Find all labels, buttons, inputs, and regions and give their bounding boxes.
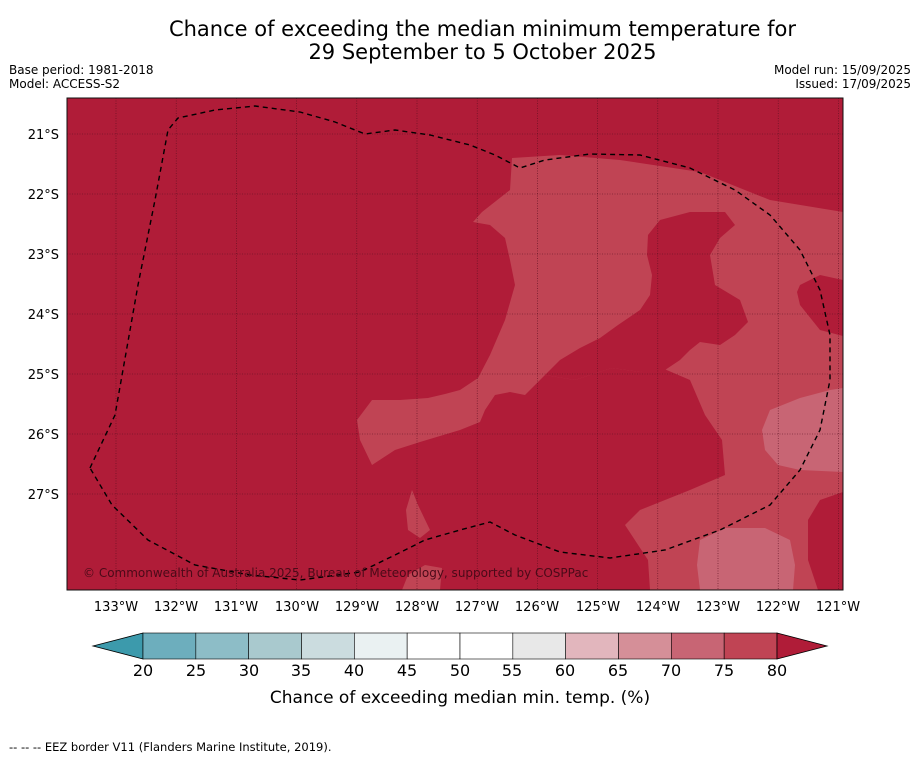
colorbar-extend-low [91,632,144,660]
lon-tick-label: 130°W [275,600,319,615]
colorbar-segment [459,632,514,660]
region-70-75-south [697,528,795,590]
colorbar [91,632,829,660]
colorbar-segment [142,632,197,660]
model-name: Model: ACCESS-S2 [9,77,121,91]
model-run: Model run: 15/09/2025 [773,63,911,77]
colorbar-tick-label: 25 [186,661,206,680]
lat-tick-label: 21°S [28,128,59,143]
colorbar-segment [618,632,672,660]
region-above-80-se-patch [808,492,843,590]
map-plot-area [67,98,843,590]
lon-axis: 133°W 132°W 131°W 130°W 129°W 128°W 127°… [94,600,860,615]
lon-tick-label: 127°W [455,600,499,615]
base-period: Base period: 1981-2018 [9,63,154,77]
lon-tick-label: 132°W [154,600,198,615]
colorbar-tick-label: 20 [133,661,153,680]
region-75-80-islet-b [402,565,442,590]
map-chart: © Commonwealth of Australia 2025, Bureau… [28,97,860,708]
lon-tick-label: 122°W [756,600,800,615]
gridlines [67,98,843,590]
region-70-75-east [762,388,843,472]
colorbar-tick-label: 70 [661,661,681,680]
colorbar-tick-label: 60 [555,661,575,680]
colorbar-tick-label: 35 [291,661,311,680]
lon-tick-label: 131°W [214,600,258,615]
colorbar-ticks: 20 25 30 35 40 45 50 55 60 65 70 75 80 [133,661,787,680]
colorbar-segment [406,632,461,660]
colorbar-tick-label: 65 [608,661,628,680]
lat-tick-label: 22°S [28,188,59,203]
lon-tick-label: 124°W [636,600,680,615]
lon-tick-label: 126°W [515,600,559,615]
lat-axis: 21°S 22°S 23°S 24°S 25°S 26°S 27°S [28,128,59,503]
title-line-1: Chance of exceeding the median minimum t… [168,17,797,41]
eez-border [89,105,831,581]
issued-date: Issued: 17/09/2025 [795,77,911,91]
colorbar-tick-label: 45 [397,661,417,680]
region-above-80-ne-patch [797,275,843,336]
map-frame [66,97,844,591]
copyright-text: © Commonwealth of Australia 2025, Bureau… [83,566,588,580]
meta-right: Model run: 15/09/2025 Issued: 17/09/2025 [774,63,911,91]
region-75-80 [357,155,843,590]
colorbar-label: Chance of exceeding median min. temp. (%… [270,688,650,708]
colorbar-segment [671,632,725,660]
region-75-80-islet-a [406,490,430,538]
lon-tick-label: 125°W [576,600,620,615]
meta-left: Base period: 1981-2018 Model: ACCESS-S2 [9,63,154,91]
colorbar-tick-label: 40 [344,661,364,680]
lon-tick-label: 123°W [696,600,740,615]
colorbar-segment [248,632,302,660]
colorbar-segment [723,632,778,660]
footnote: -- -- -- EEZ border V11 (Flanders Marine… [9,740,332,754]
lon-tick-label: 133°W [94,600,138,615]
chart-title: Chance of exceeding the median minimum t… [0,18,919,64]
colorbar-segment [512,632,566,660]
colorbar-segment [354,632,408,660]
colorbar-tick-label: 50 [450,661,470,680]
colorbar-segment [565,632,619,660]
lat-tick-label: 27°S [28,488,59,503]
colorbar-tick-label: 80 [767,661,787,680]
lat-tick-label: 26°S [28,428,59,443]
colorbar-extend-high [776,632,829,660]
colorbar-segment [301,632,355,660]
colorbar-tick-label: 55 [502,661,522,680]
lon-tick-label: 129°W [335,600,379,615]
title-line-2: 29 September to 5 October 2025 [308,40,657,64]
colorbar-tick-label: 30 [239,661,259,680]
lon-tick-label: 121°W [816,600,860,615]
lat-tick-label: 24°S [28,308,59,323]
colorbar-tick-label: 75 [714,661,734,680]
lat-tick-label: 23°S [28,248,59,263]
lon-tick-label: 128°W [395,600,439,615]
lat-tick-label: 25°S [28,368,59,383]
colorbar-segment [195,632,249,660]
